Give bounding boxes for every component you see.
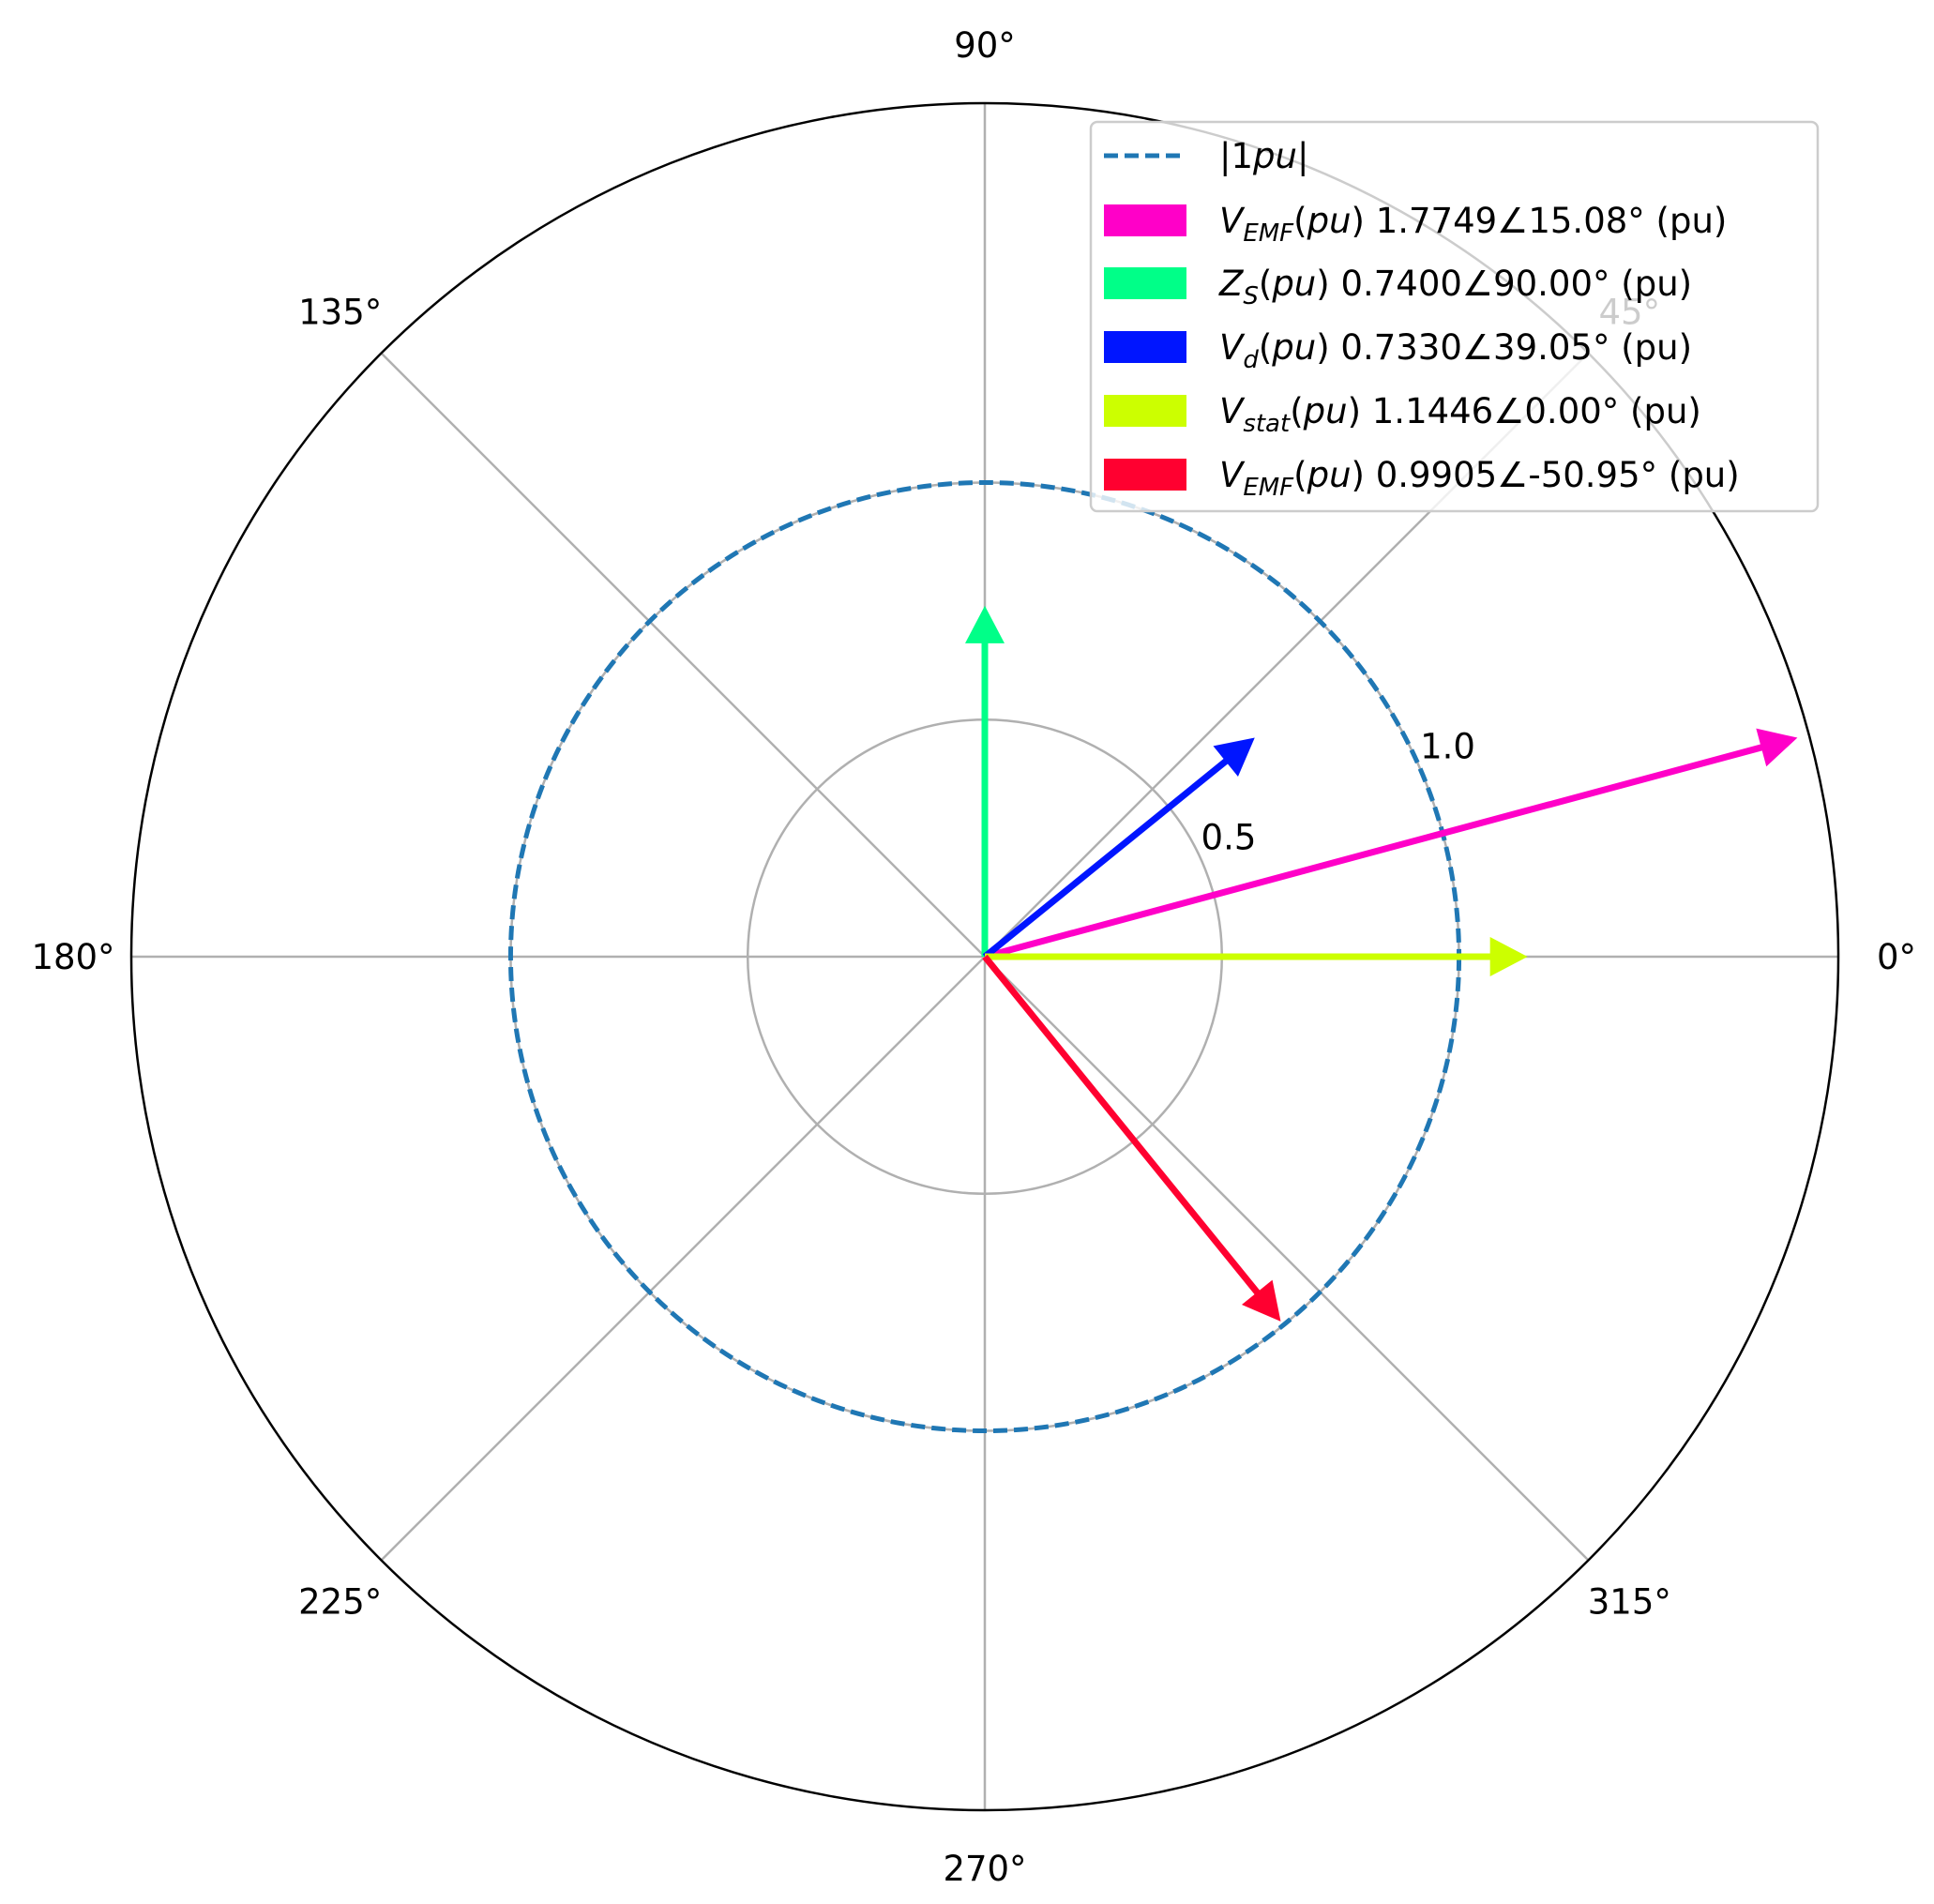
angle-tick-label-90: 90° <box>954 25 1016 66</box>
legend-swatch-5 <box>1104 459 1186 491</box>
legend-item-reference: |1pu| <box>1104 136 1308 176</box>
legend-frame <box>1089 120 1820 513</box>
angle-tick-label-270: 270° <box>943 1849 1026 1889</box>
spoke-225 <box>380 956 986 1562</box>
legend-swatch-1 <box>1104 204 1186 236</box>
legend-item-5: VEMF(pu) 0.9905∠-50.95° (pu) <box>1104 455 1740 502</box>
phasor-4-head <box>1489 937 1528 976</box>
phasor-1 <box>984 728 1798 960</box>
spoke-135 <box>380 352 986 958</box>
angle-tick-label-0: 0° <box>1877 937 1916 977</box>
legend-swatch-2 <box>1104 267 1186 299</box>
legend-label-2: ZS(pu) 0.7400∠90.00° (pu) <box>1218 264 1692 310</box>
legend-item-1: VEMF(pu) 1.7749∠15.08° (pu) <box>1104 201 1727 248</box>
angle-tick-label-180: 180° <box>31 937 114 977</box>
legend-label-5: VEMF(pu) 0.9905∠-50.95° (pu) <box>1219 455 1740 502</box>
legend-label-reference: |1pu| <box>1219 136 1308 176</box>
phasor-5 <box>982 954 1281 1322</box>
legend-swatch-3 <box>1104 331 1186 363</box>
phasor-3-head <box>1213 737 1255 778</box>
phasor-layer <box>965 605 1798 1322</box>
phasor-3 <box>982 737 1255 960</box>
legend-swatch-4 <box>1104 395 1186 427</box>
legend-label-4: Vstat(pu) 1.1446∠0.00° (pu) <box>1219 391 1701 438</box>
spoke-315 <box>984 956 1590 1562</box>
angle-tick-label-315: 315° <box>1588 1581 1671 1622</box>
phasor-1-head <box>1756 728 1798 767</box>
angle-tick-label-135: 135° <box>298 293 382 333</box>
legend-label-3: Vd(pu) 0.7330∠39.05° (pu) <box>1219 327 1692 374</box>
phasor-5-shaft <box>982 954 1262 1296</box>
phasor-3-shaft <box>982 757 1230 960</box>
angle-tick-label-225: 225° <box>298 1581 382 1622</box>
legend-item-2: ZS(pu) 0.7400∠90.00° (pu) <box>1104 264 1692 310</box>
phasor-2-head <box>965 605 1005 643</box>
legend-item-3: Vd(pu) 0.7330∠39.05° (pu) <box>1104 327 1692 374</box>
phasor-1-shaft <box>984 744 1764 960</box>
phasor-4 <box>985 937 1528 976</box>
radial-tick-label-1.0: 1.0 <box>1420 727 1475 767</box>
legend-item-4: Vstat(pu) 1.1446∠0.00° (pu) <box>1104 391 1701 438</box>
legend-label-1: VEMF(pu) 1.7749∠15.08° (pu) <box>1219 201 1727 248</box>
phasor-5-head <box>1241 1279 1281 1322</box>
plot-frame-layer <box>129 101 1840 1812</box>
radial-tick-label-0.5: 0.5 <box>1201 817 1257 857</box>
polar-frame <box>129 101 1840 1812</box>
legend: |1pu| VEMF(pu) 1.7749∠15.08° (pu) ZS(pu) 0… <box>1089 120 1820 513</box>
phasor-2 <box>965 605 1005 957</box>
